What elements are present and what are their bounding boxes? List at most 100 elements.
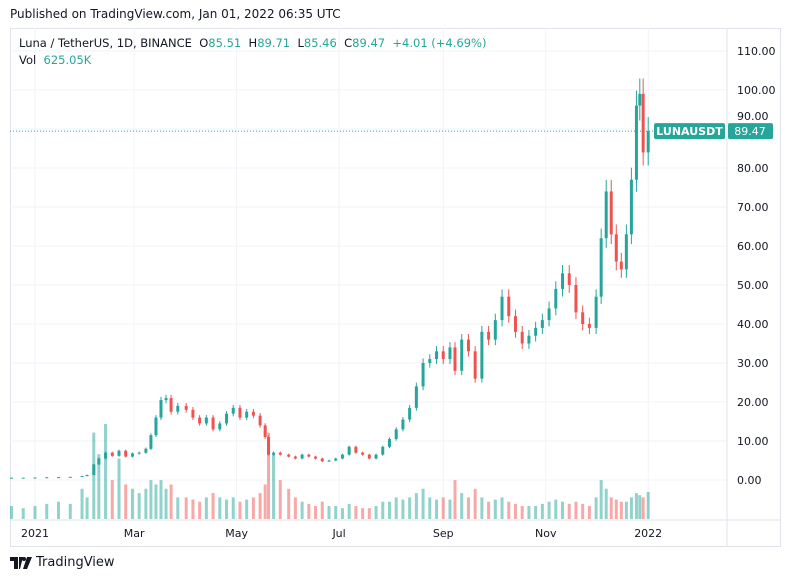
y-tick-label: 0.00 — [737, 474, 762, 487]
candle — [448, 347, 452, 360]
volume-bar — [428, 497, 432, 519]
open-label: O — [199, 36, 209, 50]
candle — [258, 415, 262, 426]
candle — [387, 439, 391, 447]
volume-bar — [169, 484, 173, 519]
x-tick-label: Jul — [331, 527, 345, 540]
volume-bar — [361, 508, 365, 519]
volume-bar — [258, 493, 262, 519]
candle — [466, 339, 470, 352]
candle — [414, 386, 418, 408]
candle — [428, 359, 432, 363]
candle — [80, 476, 84, 478]
candle — [540, 320, 544, 328]
candle — [594, 296, 598, 328]
y-tick-label: 30.00 — [737, 357, 769, 370]
volume-bar — [381, 501, 385, 519]
volume-bar — [104, 424, 108, 519]
candle — [487, 331, 491, 340]
candle — [374, 454, 378, 459]
volume-bar — [9, 506, 13, 519]
x-tick-label: May — [225, 527, 248, 540]
candle — [587, 324, 591, 328]
volume-bar — [57, 501, 61, 519]
volume-bar — [267, 432, 271, 519]
candle — [267, 437, 271, 455]
published-note: Published on TradingView.com, Jan 01, 20… — [10, 7, 341, 21]
volume-bar — [300, 501, 304, 519]
price-tag-symbol: LUNAUSDT — [656, 125, 723, 138]
change-value: +4.01 (+4.69%) — [392, 36, 487, 50]
volume-bar — [191, 499, 195, 519]
candle — [460, 339, 464, 371]
candle — [581, 312, 585, 324]
logo-text: TradingView — [36, 555, 115, 570]
candle — [347, 446, 351, 455]
volume-bar — [124, 484, 128, 519]
candle — [614, 234, 618, 262]
candle — [624, 234, 628, 270]
low-value: 85.46 — [303, 36, 337, 50]
candle — [354, 446, 358, 453]
y-tick-label: 70.00 — [737, 201, 769, 214]
candle — [117, 450, 121, 456]
candle — [9, 477, 13, 479]
volume-bar — [164, 488, 168, 519]
candle — [272, 452, 276, 455]
y-tick-label: 50.00 — [737, 279, 769, 292]
volume-bar — [110, 480, 114, 519]
candle — [340, 454, 344, 459]
candle — [231, 407, 235, 414]
volume-bar — [149, 480, 153, 519]
volume-bar — [225, 499, 229, 519]
volume-bar — [204, 497, 208, 519]
candle — [480, 331, 484, 379]
volume-bar — [581, 503, 585, 519]
volume-bar — [493, 499, 497, 519]
candle — [300, 454, 304, 459]
volume-bar — [85, 497, 89, 519]
candle — [130, 453, 134, 457]
volume-bar — [245, 499, 249, 519]
candle — [381, 446, 385, 455]
volume-bar — [540, 503, 544, 519]
close-label: C — [344, 36, 353, 50]
volume-bar — [144, 488, 148, 519]
candle — [251, 411, 255, 416]
candle — [507, 296, 511, 317]
candle — [534, 327, 538, 336]
candle — [97, 458, 101, 465]
volume-bar — [520, 506, 524, 519]
volume-bar — [599, 480, 603, 519]
volume-bar — [238, 501, 242, 519]
candle — [245, 411, 249, 418]
candle — [159, 400, 163, 418]
x-tick-label: Nov — [535, 527, 557, 540]
volume-bar — [634, 493, 638, 519]
volume-bar — [561, 501, 565, 519]
volume-bar — [45, 503, 49, 519]
candle — [408, 407, 412, 420]
candle — [609, 191, 613, 235]
volume-bar — [307, 503, 311, 519]
candle — [401, 419, 405, 430]
candle — [307, 454, 311, 457]
x-tick-label: Sep — [433, 527, 454, 540]
volume-bar — [441, 497, 445, 519]
volume-bar — [340, 508, 344, 519]
low-label: L — [297, 36, 304, 50]
candle — [567, 273, 571, 285]
volume-bar — [314, 506, 318, 519]
volume-bar — [154, 484, 158, 519]
volume-bar — [554, 499, 558, 519]
candle — [473, 351, 477, 379]
tradingview-logo[interactable]: TradingView — [10, 555, 115, 570]
volume-bar — [487, 501, 491, 519]
candle — [394, 429, 398, 440]
volume-bar — [387, 501, 391, 519]
candle — [453, 347, 457, 371]
symbol-info: Luna / TetherUS, 1D, BINANCE — [19, 36, 192, 50]
candle — [110, 452, 114, 456]
volume-bar — [117, 458, 121, 519]
